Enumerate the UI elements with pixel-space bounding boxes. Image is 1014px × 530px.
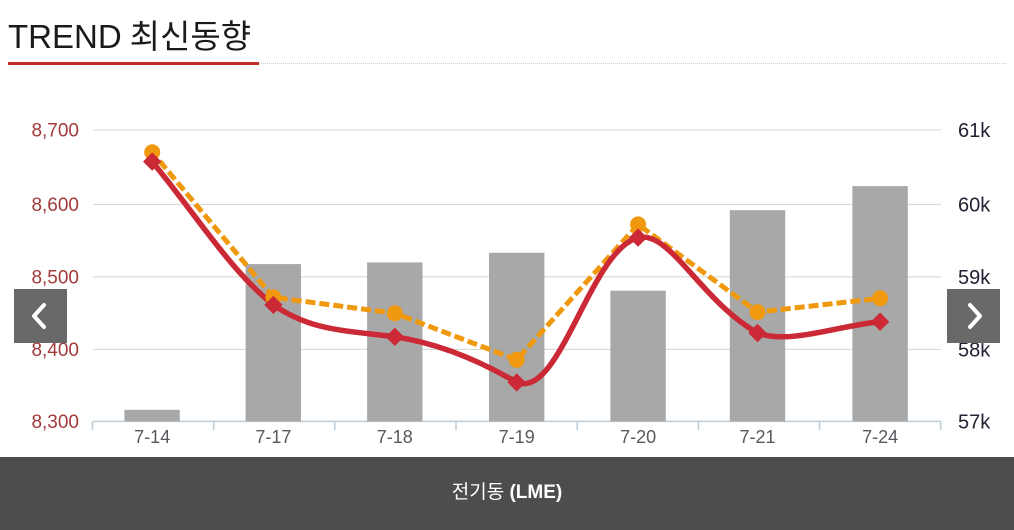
svg-text:8,700: 8,700 xyxy=(31,121,79,142)
svg-text:59k: 59k xyxy=(958,267,991,289)
svg-text:7-24: 7-24 xyxy=(862,427,898,447)
svg-text:57k: 57k xyxy=(958,411,991,433)
svg-text:8,300: 8,300 xyxy=(31,412,79,433)
svg-text:7-20: 7-20 xyxy=(620,427,656,447)
svg-text:7-17: 7-17 xyxy=(255,427,291,447)
svg-text:7-14: 7-14 xyxy=(134,427,170,447)
svg-text:8,400: 8,400 xyxy=(31,340,79,361)
svg-text:7-18: 7-18 xyxy=(377,427,413,447)
svg-text:60k: 60k xyxy=(958,194,991,216)
svg-text:8,600: 8,600 xyxy=(31,195,79,216)
svg-text:7-19: 7-19 xyxy=(499,427,535,447)
svg-text:7-21: 7-21 xyxy=(739,427,775,447)
svg-text:8,500: 8,500 xyxy=(31,267,79,288)
svg-text:61k: 61k xyxy=(958,120,991,142)
